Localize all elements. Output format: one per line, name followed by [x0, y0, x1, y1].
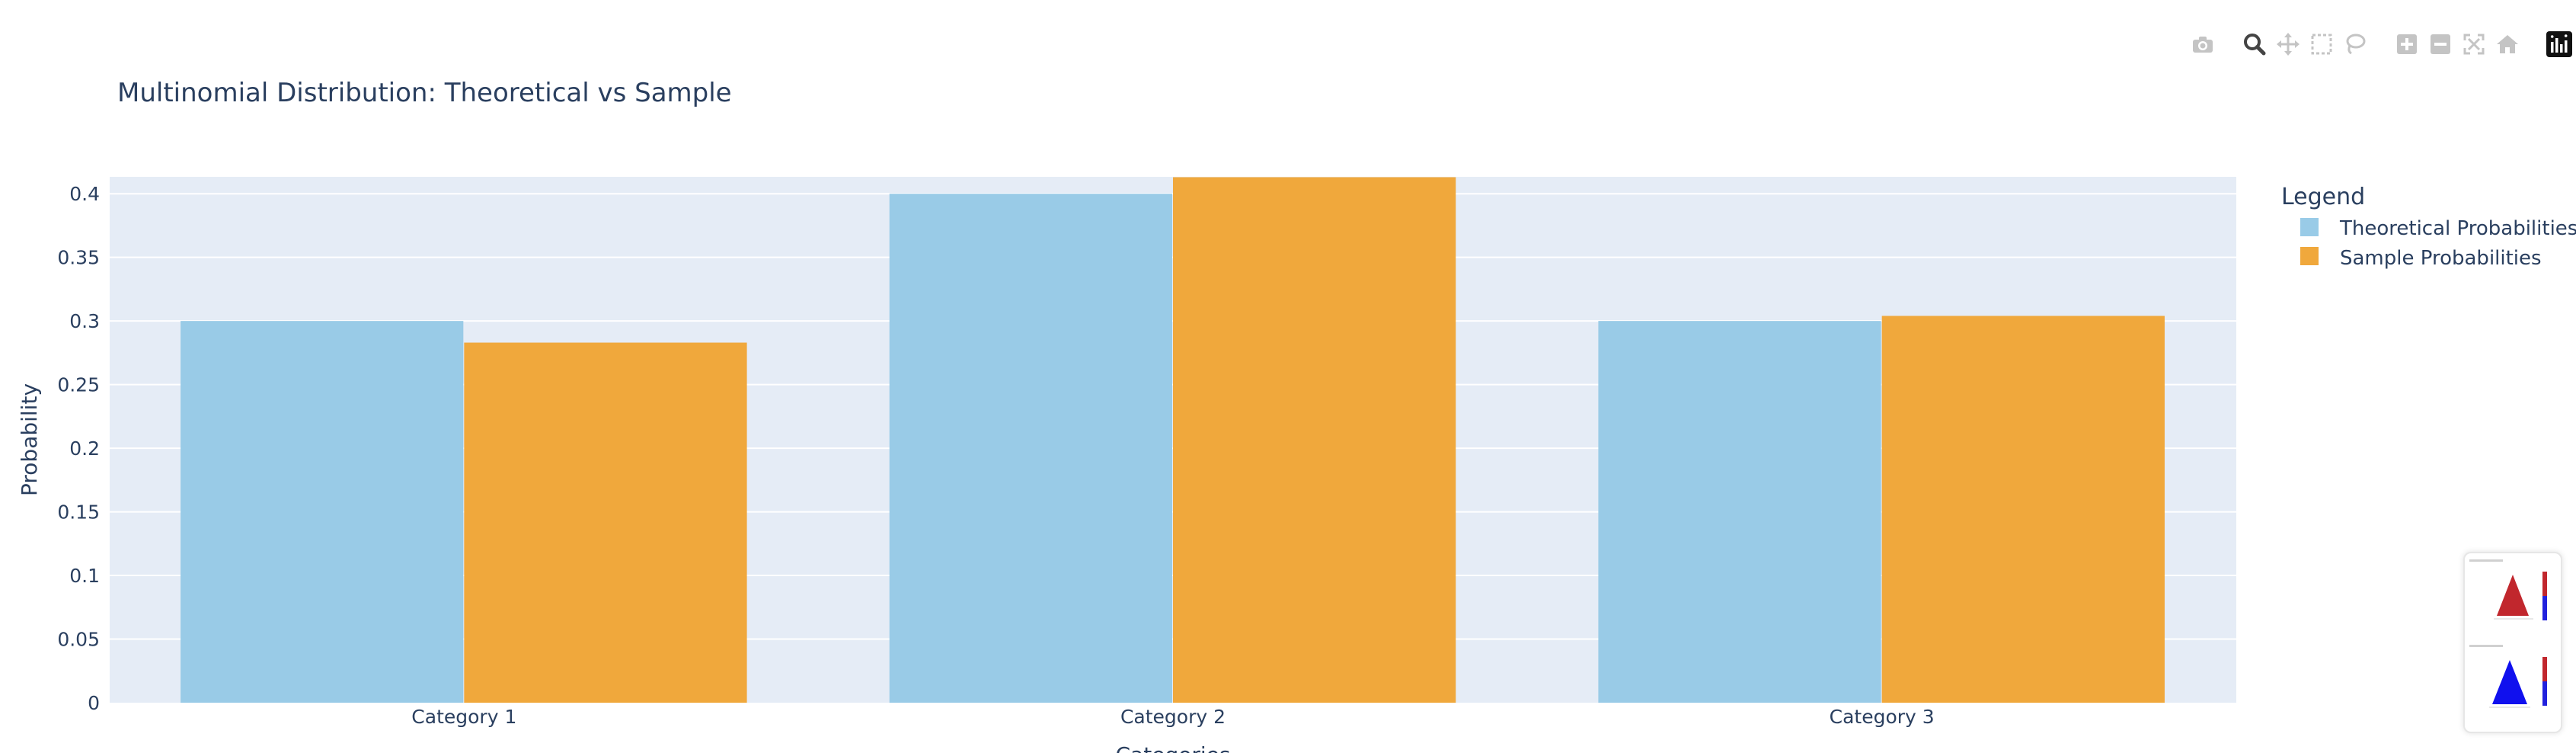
preview-thumbnail[interactable]	[2463, 552, 2562, 733]
y-tick-label: 0.15	[57, 501, 100, 524]
y-axis-label: Probability	[17, 383, 42, 496]
legend-label-sample: Sample Probabilities	[2340, 247, 2542, 270]
x-tick-label: Category 1	[411, 706, 516, 728]
plotly-logo-icon[interactable]	[2542, 29, 2576, 59]
y-tick-label: 0.3	[69, 310, 100, 332]
chart-title: Multinomial Distribution: Theoretical vs…	[117, 78, 732, 108]
bar-sample-1[interactable]	[464, 342, 747, 703]
zoom-in-icon[interactable]	[2390, 29, 2424, 59]
legend-title: Legend	[2281, 184, 2365, 210]
lasso-select-icon[interactable]	[2338, 29, 2372, 59]
pan-icon[interactable]	[2271, 29, 2305, 59]
autoscale-icon[interactable]	[2457, 29, 2491, 59]
y-tick-label: 0.35	[57, 247, 100, 269]
x-axis-label: Categories	[1116, 742, 1231, 753]
y-tick-label: 0.2	[69, 437, 100, 460]
x-tick-labels: Category 1 Category 2 Category 3	[411, 706, 1934, 728]
zoom-icon[interactable]	[2238, 29, 2271, 59]
x-tick-label: Category 3	[1830, 706, 1935, 728]
camera-icon[interactable]	[2186, 29, 2220, 59]
bar-theoretical-2[interactable]	[889, 194, 1172, 703]
y-tick-labels: 0 0.05 0.1 0.15 0.2 0.25 0.3 0.35 0.4	[57, 183, 100, 714]
legend-item-theoretical[interactable]: Theoretical Probabilities	[2300, 217, 2576, 240]
bars	[181, 177, 2165, 703]
reset-axes-icon[interactable]	[2491, 29, 2524, 59]
legend-label-theoretical: Theoretical Probabilities	[2339, 217, 2576, 240]
y-tick-label: 0.1	[69, 565, 100, 587]
legend-swatch-theoretical	[2300, 218, 2319, 236]
zoom-out-icon[interactable]	[2424, 29, 2457, 59]
bar-sample-3[interactable]	[1881, 316, 2165, 703]
y-tick-label: 0.4	[69, 183, 100, 205]
legend: Legend Theoretical Probabilities Sample …	[2281, 184, 2576, 270]
legend-swatch-sample	[2300, 247, 2319, 265]
y-tick-label: 0	[88, 692, 100, 714]
x-tick-label: Category 2	[1120, 706, 1226, 728]
modebar	[2168, 29, 2576, 59]
bar-sample-2[interactable]	[1173, 177, 1456, 703]
box-select-icon[interactable]	[2305, 29, 2338, 59]
y-tick-label: 0.25	[57, 374, 100, 396]
bar-theoretical-1[interactable]	[181, 321, 464, 703]
bar-theoretical-3[interactable]	[1598, 321, 1881, 703]
legend-item-sample[interactable]: Sample Probabilities	[2300, 247, 2542, 270]
y-tick-label: 0.05	[57, 629, 100, 651]
